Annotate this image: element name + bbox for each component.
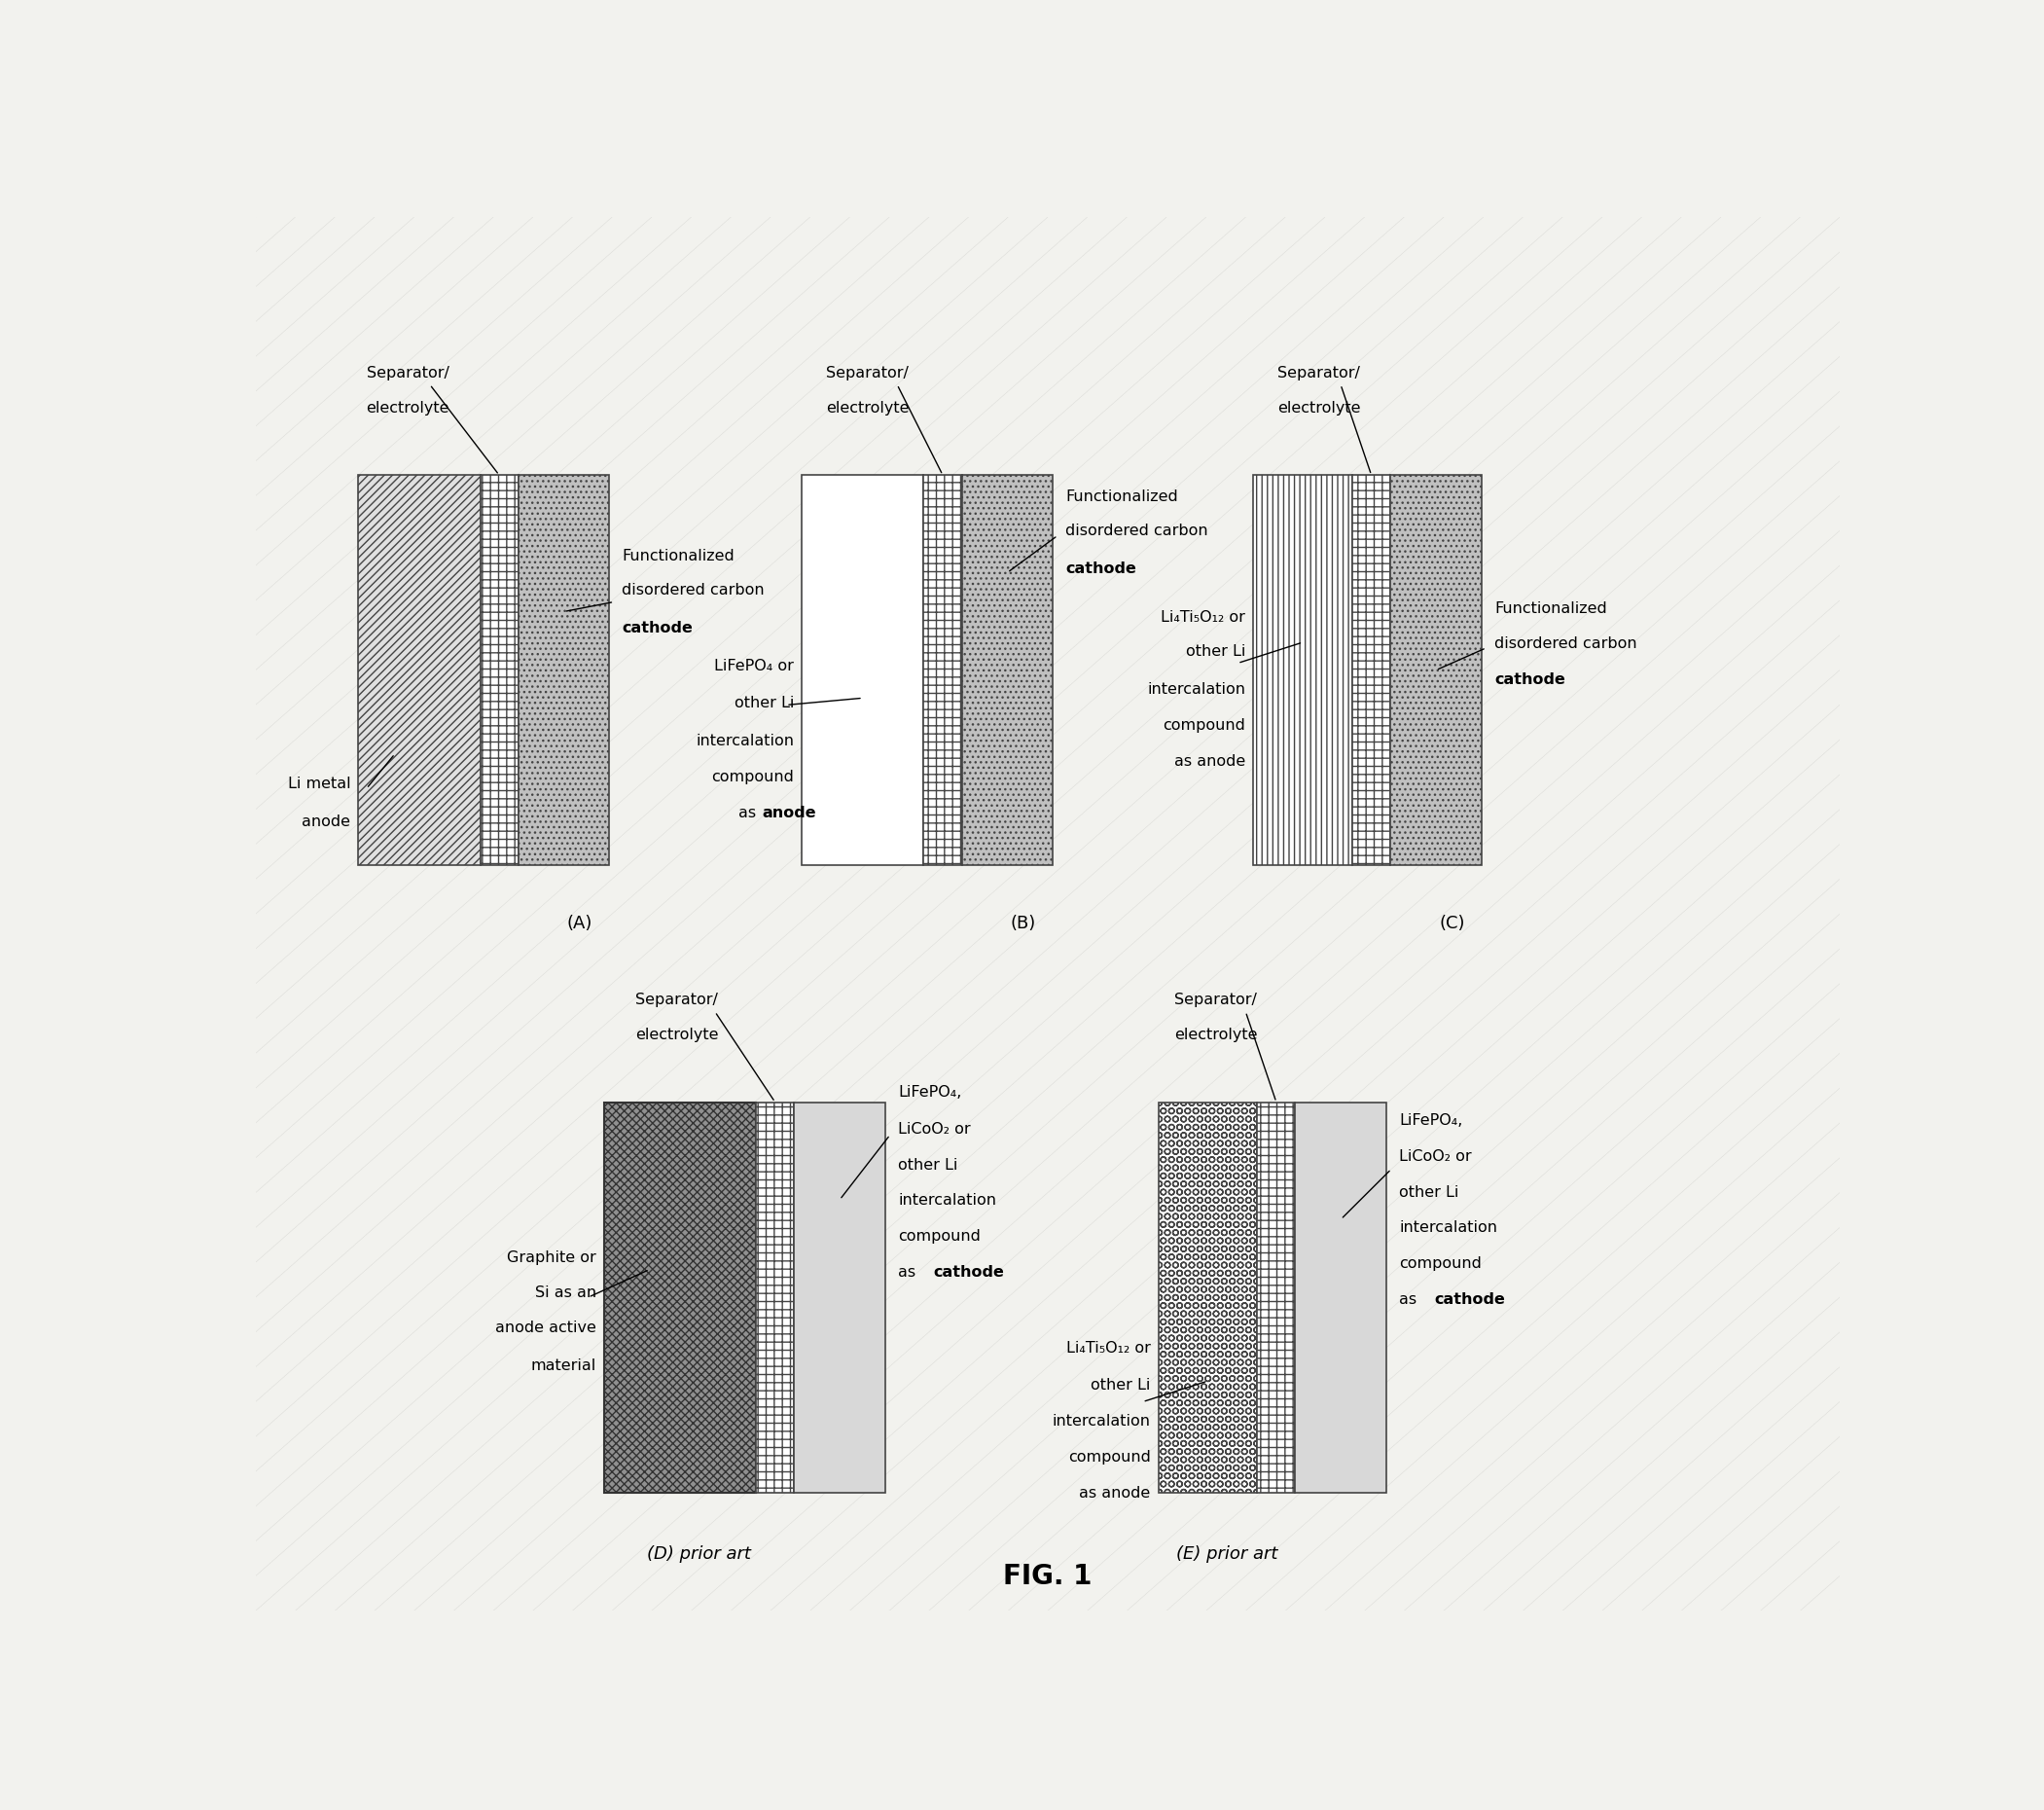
Text: as anode: as anode [1079,1486,1151,1500]
Bar [924,474,961,865]
Text: electrolyte: electrolyte [366,400,450,414]
Text: cathode: cathode [932,1265,1004,1280]
Text: cathode: cathode [1435,1292,1504,1307]
Bar [793,1102,885,1493]
Text: other Li: other Li [734,697,793,711]
Text: Li₄Ti₅O₁₂ or: Li₄Ti₅O₁₂ or [1161,610,1245,624]
Text: Li metal: Li metal [288,776,352,791]
Bar [1296,1102,1386,1493]
Text: disordered carbon: disordered carbon [1494,635,1637,652]
Text: as: as [1400,1292,1423,1307]
Bar [801,474,924,865]
Text: LiFePO₄,: LiFePO₄, [1400,1113,1464,1128]
Text: electrolyte: electrolyte [826,400,910,414]
Text: compound: compound [1067,1450,1151,1464]
Bar [358,474,480,865]
Text: Functionalized: Functionalized [1065,489,1177,503]
Text: other Li: other Li [1400,1186,1459,1200]
Text: LiFePO₄ or: LiFePO₄ or [715,659,793,673]
Text: (C): (C) [1439,914,1466,932]
Text: compound: compound [1400,1256,1482,1271]
Text: Separator/: Separator/ [1278,366,1359,380]
Text: intercalation: intercalation [1400,1220,1498,1234]
Text: compound: compound [1163,719,1245,733]
Text: cathode: cathode [621,621,693,635]
Text: (D) prior art: (D) prior art [648,1546,750,1564]
Text: electrolyte: electrolyte [636,1028,719,1043]
Text: Separator/: Separator/ [366,366,450,380]
Text: FIG. 1: FIG. 1 [1004,1562,1091,1589]
Text: Separator/: Separator/ [636,994,717,1008]
Bar [605,1102,756,1493]
Text: Li₄Ti₅O₁₂ or: Li₄Ti₅O₁₂ or [1067,1341,1151,1356]
Bar [1353,474,1390,865]
Text: other Li: other Li [897,1158,959,1173]
Text: intercalation: intercalation [1147,682,1245,697]
Text: Graphite or: Graphite or [507,1251,597,1265]
Text: LiFePO₄,: LiFePO₄, [897,1086,961,1100]
Bar [961,474,1053,865]
Text: material: material [531,1358,597,1372]
Text: compound: compound [711,769,793,784]
Text: (A): (A) [566,914,593,932]
Text: Separator/: Separator/ [826,366,908,380]
Text: anode: anode [303,814,352,829]
Text: anode: anode [762,805,816,820]
Text: LiCoO₂ or: LiCoO₂ or [897,1122,971,1137]
Text: (E) prior art: (E) prior art [1175,1546,1278,1564]
Text: (B): (B) [1010,914,1036,932]
Text: as anode: as anode [1175,755,1245,769]
Text: intercalation: intercalation [695,733,793,748]
Bar [517,474,609,865]
Text: cathode: cathode [1065,561,1136,576]
Text: other Li: other Li [1186,644,1245,659]
Text: as: as [897,1265,920,1280]
Text: Separator/: Separator/ [1173,994,1257,1008]
Text: electrolyte: electrolyte [1173,1028,1257,1043]
Bar [1159,1102,1257,1493]
Text: disordered carbon: disordered carbon [1065,523,1208,538]
Text: Functionalized: Functionalized [1494,601,1607,615]
Bar [1257,1102,1296,1493]
Text: intercalation: intercalation [897,1193,995,1207]
Text: Functionalized: Functionalized [621,548,734,563]
Text: electrolyte: electrolyte [1278,400,1361,414]
Text: disordered carbon: disordered carbon [621,583,764,597]
Bar [480,474,517,865]
Bar [1390,474,1482,865]
Bar [756,1102,793,1493]
Text: LiCoO₂ or: LiCoO₂ or [1400,1149,1472,1164]
Text: intercalation: intercalation [1053,1414,1151,1428]
Text: as: as [738,805,760,820]
Text: anode active: anode active [495,1321,597,1336]
Text: compound: compound [897,1229,981,1243]
Bar [1253,474,1353,865]
Text: cathode: cathode [1494,672,1566,688]
Text: Si as an: Si as an [536,1285,597,1300]
Text: other Li: other Li [1091,1377,1151,1392]
